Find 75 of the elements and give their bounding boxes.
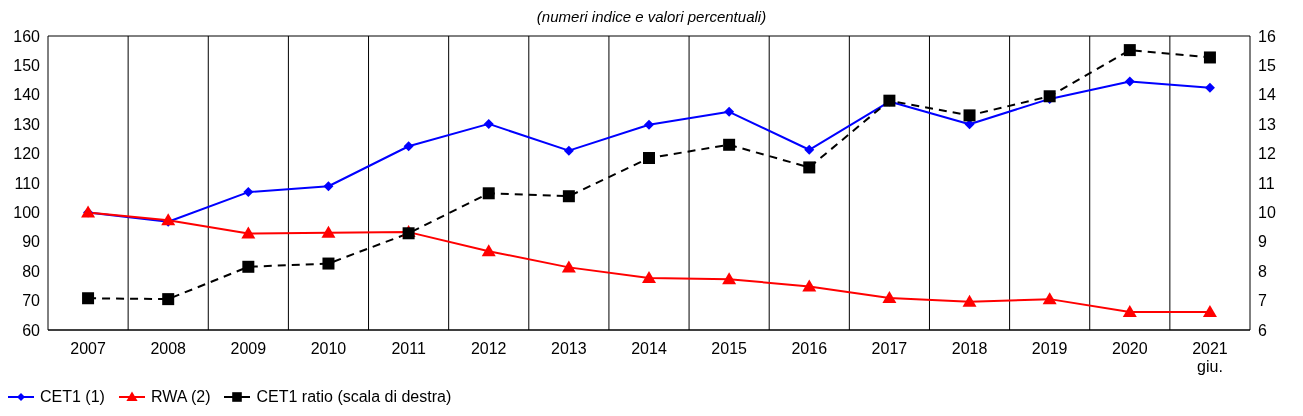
x-tick-label: 2008 — [150, 340, 187, 357]
point — [243, 187, 254, 198]
y2-tick-label: 9 — [1258, 233, 1267, 251]
y2-tick-label: 16 — [1258, 27, 1276, 45]
y-tick-label: 100 — [13, 204, 41, 222]
x-tick-label: 2019 — [1031, 340, 1068, 357]
y2-tick-label: 6 — [1258, 321, 1267, 339]
x-tick-label: 2013 — [551, 340, 587, 357]
point — [962, 294, 977, 307]
point — [1042, 292, 1057, 305]
x-tick-label: 2014 — [631, 340, 667, 357]
point — [321, 225, 336, 238]
point — [1203, 51, 1216, 64]
point — [804, 144, 815, 155]
point — [1122, 305, 1137, 318]
y-tick-label: 110 — [14, 174, 41, 192]
x-tick-label: 2017 — [871, 340, 908, 357]
y-tick-label: 150 — [13, 57, 41, 75]
y2-tick-label: 10 — [1258, 204, 1276, 222]
y2-tick-label: 13 — [1258, 115, 1276, 133]
point — [241, 226, 256, 239]
point — [242, 260, 255, 273]
point — [481, 244, 496, 257]
point — [803, 161, 816, 174]
point — [642, 270, 656, 283]
point — [802, 279, 817, 292]
point — [403, 141, 414, 152]
y2-tick-label: 15 — [1258, 57, 1276, 75]
point — [1124, 76, 1135, 87]
x-tick-label: 2016 — [791, 340, 828, 357]
point — [724, 106, 735, 117]
y-tick-label: 130 — [13, 115, 41, 133]
point — [1202, 305, 1217, 318]
x-tick-label: 2018 — [951, 340, 988, 357]
y-tick-label: 140 — [13, 86, 41, 104]
y2-tick-label: 14 — [1258, 86, 1276, 104]
y2-tick-label: 11 — [1258, 174, 1275, 192]
point — [644, 119, 654, 130]
x-tick-label: 2012 — [470, 340, 507, 357]
y-tick-label: 60 — [22, 321, 41, 339]
x-tick-label: 2020 — [1112, 340, 1148, 357]
x-tick-label: 2021 giu. — [1192, 340, 1228, 375]
y-tick-label: 90 — [22, 233, 41, 251]
y-tick-label: 160 — [13, 27, 41, 45]
point — [322, 257, 335, 270]
legend-label: CET1 (1) — [39, 388, 105, 406]
point — [561, 260, 576, 273]
point — [162, 293, 175, 306]
point — [643, 152, 655, 165]
chart-subtitle: (numeri indice e valori percentuali) — [535, 8, 768, 26]
x-tick-label: 2009 — [230, 340, 267, 357]
point — [323, 181, 334, 192]
y-tick-label: 80 — [22, 262, 41, 280]
y-tick-label: 120 — [13, 145, 41, 163]
point — [483, 118, 494, 129]
x-tick-label: 2011 — [391, 340, 426, 357]
point — [1204, 82, 1215, 93]
point — [563, 145, 574, 156]
y2-tick-label: 8 — [1258, 262, 1267, 280]
point — [562, 190, 575, 203]
legend-label: CET1 ratio (scala di destra) — [255, 388, 452, 406]
point — [82, 292, 95, 305]
point — [1123, 44, 1136, 57]
point — [723, 138, 736, 151]
point — [963, 109, 976, 122]
y2-tick-label: 12 — [1258, 145, 1276, 163]
x-tick-label: 2007 — [70, 340, 106, 357]
x-tick-label: 2010 — [310, 340, 347, 357]
point — [722, 272, 737, 285]
y2-tick-label: 7 — [1258, 292, 1267, 310]
point — [482, 187, 495, 200]
point — [882, 290, 897, 303]
x-tick-label: 2015 — [711, 340, 748, 357]
legend-label: RWA (2) — [149, 388, 211, 406]
y-tick-label: 70 — [22, 292, 41, 310]
